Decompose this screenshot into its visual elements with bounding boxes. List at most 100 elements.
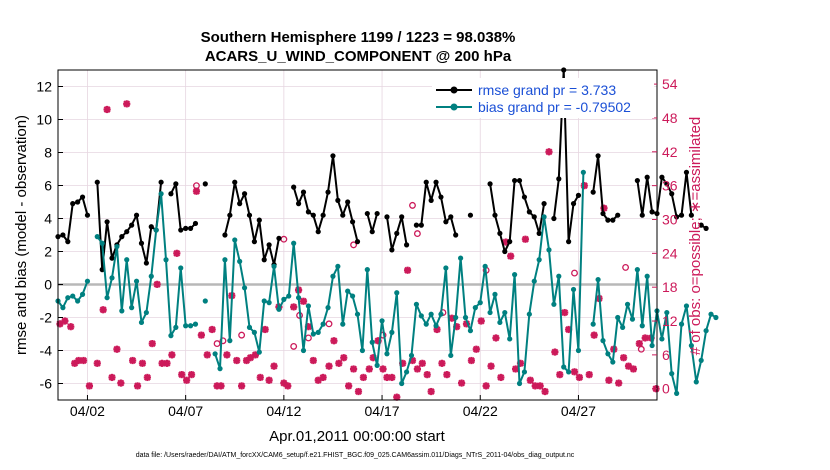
x-tick-label: 04/17 xyxy=(365,403,400,419)
bias-point xyxy=(403,369,410,375)
bias-point xyxy=(335,263,341,269)
obs-assimilated-marker xyxy=(580,182,588,190)
rmse-point xyxy=(158,179,164,185)
rmse-point xyxy=(556,176,562,182)
bias-point xyxy=(354,311,361,317)
rmse-point xyxy=(531,214,537,220)
obs-assimilated-marker xyxy=(477,317,485,325)
rmse-point xyxy=(119,234,125,240)
obs-assimilated-marker xyxy=(487,362,495,370)
obs-possible-marker xyxy=(571,269,578,277)
bias-point xyxy=(212,351,218,357)
obs-assimilated-marker xyxy=(79,356,88,365)
rmse-point xyxy=(664,181,670,187)
obs-assimilated-marker xyxy=(335,359,343,367)
bias-point xyxy=(624,301,631,307)
obs-assimilated-marker xyxy=(117,379,125,387)
right-tick-label: 54 xyxy=(662,76,678,92)
left-tick-label: -2 xyxy=(40,310,53,326)
bias-point xyxy=(413,301,420,307)
bias-point xyxy=(192,321,199,327)
rmse-point xyxy=(541,201,547,207)
bias-point xyxy=(153,227,159,233)
obs-possible-marker xyxy=(622,263,630,271)
rmse-point xyxy=(65,239,71,245)
rmse-point xyxy=(433,179,439,185)
rmse-point xyxy=(615,212,621,218)
right-tick-label: 30 xyxy=(662,211,678,227)
obs-assimilated-marker xyxy=(605,376,613,384)
obs-assimilated-marker xyxy=(113,345,121,353)
obs-assimilated-marker xyxy=(238,382,246,390)
bias-point xyxy=(104,295,110,301)
obs-assimilated-marker xyxy=(418,359,426,367)
rmse-point xyxy=(418,222,424,228)
chart-title-line1: Southern Hemisphere 1199 / 1223 = 98.038… xyxy=(201,29,516,46)
obs-assimilated-marker xyxy=(423,371,431,379)
bias-point xyxy=(487,309,493,316)
bias-point xyxy=(276,306,282,312)
bias-point xyxy=(708,311,714,317)
obs-possible-marker xyxy=(213,340,221,348)
rmse-point xyxy=(335,197,341,203)
obs-assimilated-marker xyxy=(472,345,480,353)
rmse-point xyxy=(129,222,135,228)
rmse-point xyxy=(349,219,356,225)
rmse-point xyxy=(403,242,410,248)
bias-point xyxy=(497,319,503,326)
obs-assimilated-marker xyxy=(438,359,446,367)
rmse-point xyxy=(600,210,606,217)
rmse-point xyxy=(222,232,228,238)
bias-point xyxy=(94,234,100,240)
left-tick-label: 8 xyxy=(44,145,52,161)
bias-point xyxy=(168,333,174,339)
obs-assimilated-marker xyxy=(168,351,176,359)
obs-assimilated-marker xyxy=(309,356,317,365)
rmse-point xyxy=(246,212,253,218)
obs-assimilated-marker xyxy=(457,379,466,387)
obs-assimilated-marker xyxy=(67,323,75,331)
x-tick-label: 04/02 xyxy=(70,403,105,419)
bias-point xyxy=(669,371,675,377)
rmse-point xyxy=(497,230,503,236)
gridlines xyxy=(58,70,657,400)
bias-point xyxy=(546,247,552,253)
rmse-point xyxy=(389,247,395,253)
rmse-point xyxy=(448,214,454,220)
rmse-point xyxy=(340,212,346,218)
rmse-point xyxy=(109,255,115,261)
bias-point xyxy=(688,342,694,349)
bias-point xyxy=(79,291,86,297)
rmse-point xyxy=(644,174,650,180)
rmse-point xyxy=(237,201,243,207)
bias-point xyxy=(330,273,336,279)
bias-point xyxy=(482,263,488,269)
rmse-point xyxy=(467,212,474,218)
right-tick-label: 18 xyxy=(662,279,678,295)
bias-point xyxy=(349,293,356,299)
rmse-point xyxy=(536,230,542,236)
obs-assimilated-marker xyxy=(203,351,211,359)
rmse-point xyxy=(305,209,312,215)
obs-assimilated-marker xyxy=(299,297,308,305)
obs-assimilated-marker xyxy=(507,252,515,260)
bias-point xyxy=(605,351,611,357)
rmse-point xyxy=(575,192,582,198)
legend-rmse-marker xyxy=(450,86,458,94)
bias-point xyxy=(315,329,321,335)
bias-point xyxy=(60,305,66,311)
obs-assimilated-marker xyxy=(379,365,387,373)
obs-assimilated-marker xyxy=(330,337,338,345)
x-tick-label: 04/07 xyxy=(168,403,203,419)
bias-point xyxy=(320,321,326,327)
rmse-point xyxy=(703,225,709,231)
rmse-point xyxy=(688,212,694,218)
bias-point xyxy=(251,329,257,335)
rmse-point xyxy=(251,239,257,245)
bias-point xyxy=(109,275,115,281)
bias-point xyxy=(187,323,194,329)
bias-point xyxy=(374,362,380,368)
rmse-point xyxy=(148,224,154,230)
rmse-point xyxy=(399,214,405,220)
